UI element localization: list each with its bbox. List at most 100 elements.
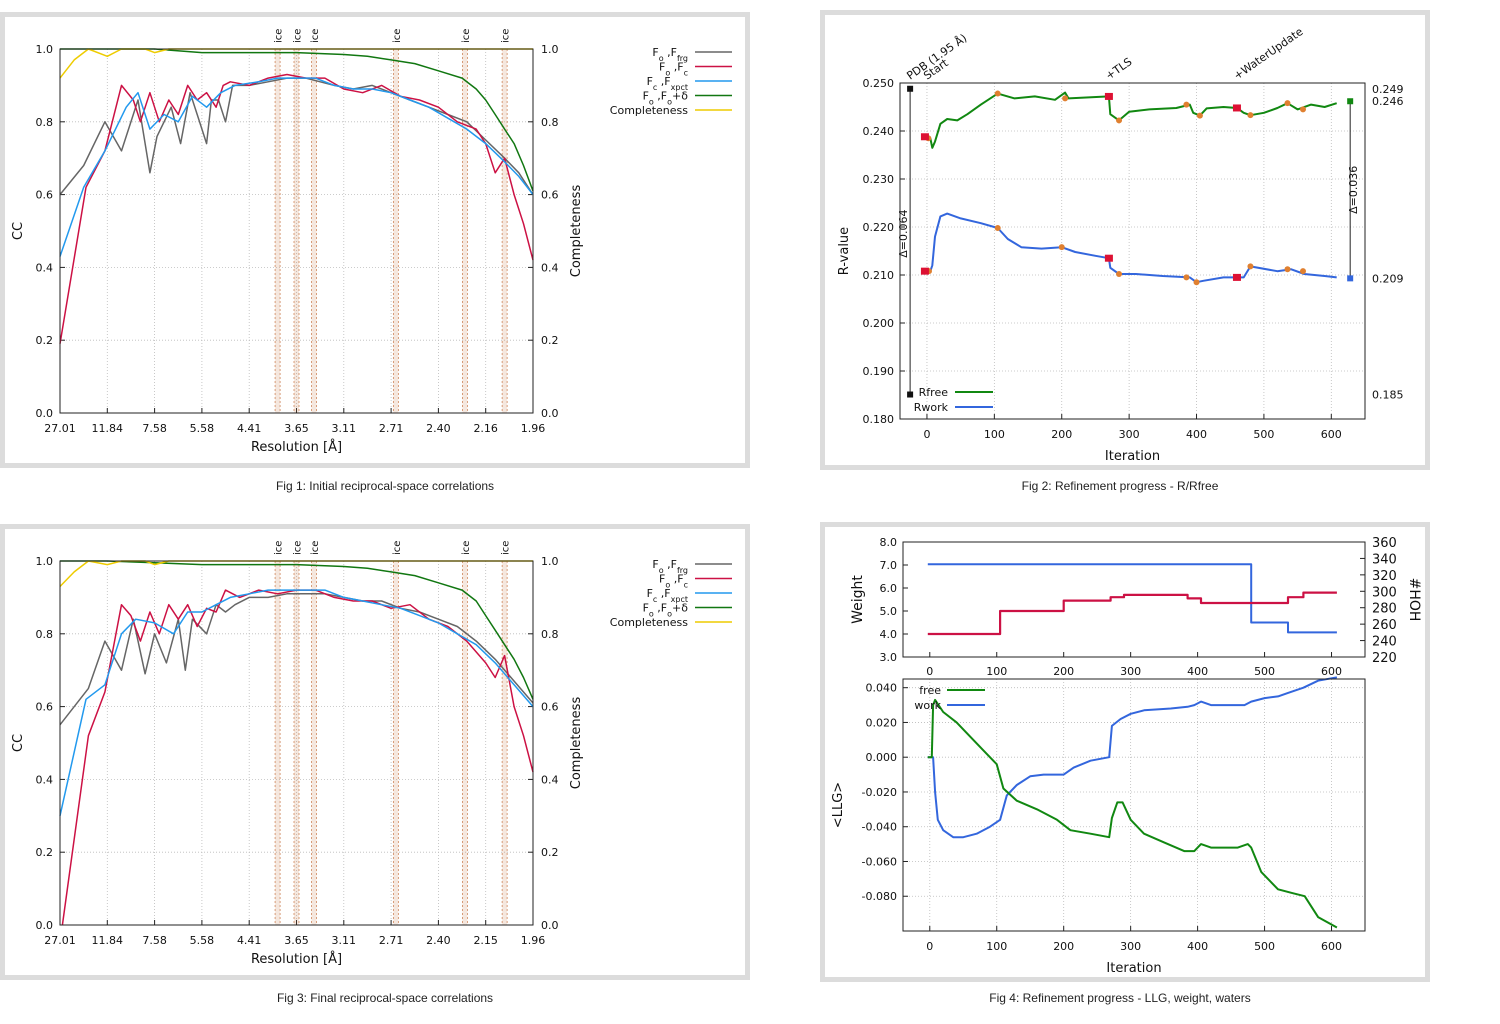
fig3-ytick-label: 0.8 bbox=[36, 628, 54, 641]
fig3-ytick-label: 1.0 bbox=[36, 555, 54, 568]
fig1-caption: Fig 1: Initial reciprocal-space correlat… bbox=[275, 479, 495, 493]
fig1-ice-band bbox=[502, 49, 508, 413]
fig1-ytick-label: 1.0 bbox=[36, 43, 54, 56]
fig3-ice-label: ice bbox=[501, 541, 512, 555]
fig1-ice-label: ice bbox=[392, 29, 403, 43]
fig1-ice-label: ice bbox=[461, 29, 472, 43]
fig1-ice-label: ice bbox=[310, 29, 321, 43]
fig2-marker-orange bbox=[1284, 266, 1291, 273]
fig3-ylabel: CC bbox=[11, 734, 26, 752]
fig4-top-xtick-label: 200 bbox=[1053, 665, 1074, 678]
fig1-legend-completeness: Completeness bbox=[610, 104, 688, 117]
fig1-xlabel: Resolution [Å] bbox=[251, 439, 342, 455]
fig2-marker-orange bbox=[1062, 95, 1069, 102]
fig1-line-fo_fc bbox=[59, 73, 534, 344]
fig3-ice-band bbox=[502, 561, 508, 925]
fig3-y2tick-label: 1.0 bbox=[541, 555, 559, 568]
fig4-ytick-label: -0.080 bbox=[862, 890, 897, 903]
fig1-ice-band bbox=[294, 49, 299, 413]
fig2-legend-rfree: Rfree bbox=[919, 386, 949, 399]
fig1-ylabel: CC bbox=[11, 222, 26, 240]
fig3-ice-band bbox=[393, 561, 399, 925]
fig2-marker-orange bbox=[1116, 271, 1123, 278]
fig2-xtick-label: 100 bbox=[984, 428, 1005, 441]
fig3-y2label: Completeness bbox=[569, 697, 584, 790]
fig3-line-fo_fc bbox=[61, 589, 534, 926]
fig3-ytick-label: 0.2 bbox=[36, 846, 54, 859]
fig2-marker-orange bbox=[1247, 112, 1254, 119]
fig2-xtick-label: 0 bbox=[923, 428, 930, 441]
fig1-ice-label: ice bbox=[501, 29, 512, 43]
fig2-line-rwork bbox=[924, 212, 1337, 284]
fig2-marker-orange bbox=[1300, 106, 1306, 113]
fig2-annotation: +TLS bbox=[1103, 55, 1134, 82]
fig1-xtick-label: 2.71 bbox=[379, 422, 404, 435]
fig2-marker-red bbox=[920, 133, 929, 141]
fig1-ice-label: ice bbox=[293, 29, 304, 43]
fig4-line-free bbox=[927, 698, 1338, 929]
fig3-ytick-label: 0.6 bbox=[36, 701, 54, 714]
fig4-xtick-label: 500 bbox=[1254, 940, 1275, 953]
fig4-top-xtick-label: 300 bbox=[1120, 665, 1141, 678]
fig4-hoh-tick-label: 280 bbox=[1372, 602, 1397, 617]
fig4-bottom-frame bbox=[902, 678, 1366, 932]
fig3-line-fo_ffrg bbox=[59, 593, 534, 726]
fig1-legend-fo_fo_delta: Fo ,Fo+δ bbox=[643, 90, 689, 107]
fig2-marker-orange bbox=[1300, 268, 1306, 275]
fig1-ytick-label: 0.6 bbox=[36, 189, 54, 202]
fig2-delta-left: Δ=0.064 bbox=[897, 210, 910, 258]
fig2-delta-right: Δ=0.036 bbox=[1347, 166, 1360, 214]
fig4-hoh-label: #HOH bbox=[1406, 578, 1422, 622]
fig2-marker-red bbox=[920, 267, 929, 275]
fig1-ice-band bbox=[393, 49, 399, 413]
fig3-xtick-label: 3.11 bbox=[332, 934, 357, 947]
fig1-ytick-label: 0.2 bbox=[36, 334, 54, 347]
fig1-xtick-label: 3.65 bbox=[284, 422, 309, 435]
fig3-xtick-label: 4.41 bbox=[237, 934, 262, 947]
fig3-ice-label: ice bbox=[274, 541, 285, 555]
fig4-ytick-label: 0.020 bbox=[866, 716, 898, 729]
fig3-xtick-label: 5.58 bbox=[190, 934, 215, 947]
fig4-hoh-tick-label: 320 bbox=[1372, 569, 1397, 584]
fig4-legend-rfree: free bbox=[919, 684, 941, 697]
fig3-y2tick-label: 0.6 bbox=[541, 701, 559, 714]
fig2-ytick-label: 0.250 bbox=[863, 77, 895, 90]
fig1-xtick-label: 7.58 bbox=[142, 422, 167, 435]
fig2-xlabel: Iteration bbox=[1105, 449, 1160, 464]
fig3-ice-label: ice bbox=[392, 541, 403, 555]
fig2-marker-end-rwork bbox=[1347, 275, 1354, 282]
fig1-ytick-label: 0.4 bbox=[36, 261, 54, 274]
fig2-ytick-label: 0.210 bbox=[863, 269, 895, 282]
fig3-xtick-label: 3.65 bbox=[284, 934, 309, 947]
fig3-y2tick-label: 0.8 bbox=[541, 628, 559, 641]
fig2-marker-pdb bbox=[907, 391, 914, 398]
fig1-y2label: Completeness bbox=[569, 185, 584, 278]
fig4-weight-label: Weight bbox=[850, 575, 866, 624]
fig2-ytick-label: 0.180 bbox=[863, 413, 895, 426]
fig4-line-weight bbox=[927, 591, 1337, 636]
fig2-marker-red bbox=[1232, 104, 1241, 112]
fig4-xtick-label: 200 bbox=[1053, 940, 1074, 953]
fig4-hoh-tick-label: 360 bbox=[1372, 536, 1397, 551]
fig3-ice-band bbox=[462, 561, 468, 925]
fig1-xtick-label: 1.96 bbox=[521, 422, 546, 435]
fig3-xtick-label: 2.40 bbox=[426, 934, 451, 947]
fig3-legend-fc_fxpct: Fc ,Fxpct bbox=[647, 587, 688, 604]
fig1-xtick-label: 2.40 bbox=[426, 422, 451, 435]
fig2-ytick-label: 0.220 bbox=[863, 221, 895, 234]
fig3-xlabel: Resolution [Å] bbox=[251, 951, 342, 967]
fig4-weight-tick-label: 8.0 bbox=[880, 536, 898, 549]
fig2-marker-orange bbox=[1183, 101, 1190, 108]
fig2-panel bbox=[820, 10, 1430, 470]
fig3-frame bbox=[59, 560, 534, 926]
fig1-legend-fc_fxpct: Fc ,Fxpct bbox=[647, 75, 688, 92]
fig1-legend-fo_fc: Fo ,Fc bbox=[659, 61, 688, 78]
fig4-xlabel: Iteration bbox=[1106, 961, 1161, 976]
fig4-ytick-label: -0.060 bbox=[862, 855, 897, 868]
fig2-marker-orange bbox=[1193, 279, 1200, 286]
fig3-y2tick-label: 0.2 bbox=[541, 846, 559, 859]
fig4-ytick-label: 0.040 bbox=[866, 682, 898, 695]
fig4-hoh-tick-label: 220 bbox=[1372, 651, 1397, 666]
fig2-annotation: +WaterUpdate bbox=[1231, 25, 1305, 83]
fig1-xtick-label: 2.16 bbox=[473, 422, 498, 435]
